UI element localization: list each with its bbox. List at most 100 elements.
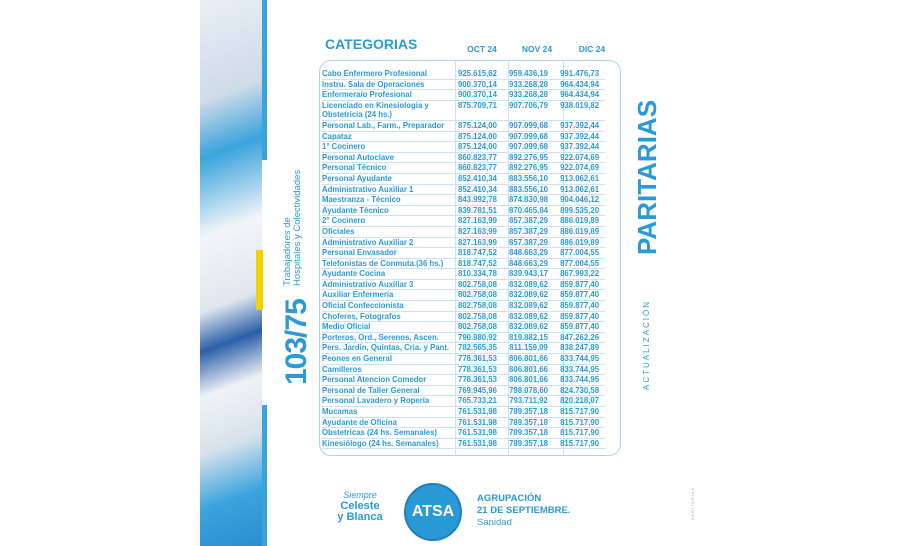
category-cell: Medio Oficial — [322, 322, 371, 332]
salary-cell: 827.163,99 — [457, 216, 497, 226]
salary-cell: 839.943,17 — [509, 269, 548, 279]
salary-cell: 886.019,89 — [560, 226, 600, 236]
salary-cell: 907.706,79 — [509, 100, 548, 110]
salary-cell: 883.556,10 — [509, 184, 548, 194]
salary-cell: 832.089,62 — [509, 301, 548, 311]
category-cell: Maestranza - Técnico — [322, 195, 401, 205]
salary-cell: 832.089,62 — [509, 279, 548, 289]
category-cell: Administrativo Auxiliar 1 — [322, 184, 414, 194]
salary-cell: 900.370,14 — [457, 79, 497, 89]
table-row: Auxiliar Enfermeria 802.758,08 832.089,62 8… — [322, 290, 606, 302]
subtitle: Trabajadores de Hospitales y Colectividad… — [282, 169, 303, 286]
salary-cell: 933.268,28 — [509, 90, 548, 100]
table-row: Ayudante Cocina 810.334,78 839.943,17 867.9… — [322, 269, 606, 280]
salary-cell: 848.663,29 — [509, 248, 548, 258]
salary-cell: 913.062,61 — [560, 173, 600, 183]
salary-cell: 913.062,61 — [560, 184, 600, 194]
salary-cell: 839.781,51 — [457, 205, 497, 215]
category-cell: Personal Autoclave — [322, 152, 394, 162]
salary-cell: 789.357,18 — [509, 438, 548, 448]
table-row: Personal Lavadero y Ropería 765.733,21 793… — [322, 396, 606, 407]
salary-cell: 833.744,95 — [560, 364, 600, 374]
salary-cell: 811.159,09 — [509, 343, 548, 353]
table-body: Cabo Enfermero Profesional 925.615,62 959.… — [322, 69, 620, 450]
category-cell: Administrativo Auxiliar 2 — [322, 237, 414, 247]
salary-cell: 899.535,20 — [560, 205, 600, 215]
salary-cell: 815.717,90 — [560, 417, 600, 427]
salary-cell: 964.434,94 — [560, 90, 600, 100]
salary-cell: 789.357,18 — [509, 428, 548, 438]
salary-cell: 925.615,62 — [457, 69, 497, 78]
salary-cell: 937.392,44 — [560, 131, 600, 141]
salary-cell: 991.476,73 — [560, 69, 600, 78]
slogan-logo: Siempre Celeste y Blanca — [337, 490, 383, 523]
table-row: Cabo Enfermero Profesional 925.615,62 959.… — [322, 69, 606, 80]
category-cell: Auxiliar Enfermeria — [322, 290, 394, 300]
salary-cell: 832.089,62 — [509, 290, 548, 300]
salary-cell: 875.709,71 — [457, 100, 497, 110]
salary-cell: 761.531,98 — [457, 417, 497, 427]
table-row: Porteros, Ord., Serenos, Ascen. 790.980,9… — [322, 332, 606, 344]
category-cell: Ayudante Cocina — [322, 269, 386, 279]
salary-cell: 815.717,90 — [560, 407, 600, 416]
category-cell: Personal Ayudante — [322, 173, 392, 183]
salary-cell: 778.361,53 — [457, 364, 497, 374]
salary-cell: 875.124,00 — [457, 120, 497, 130]
table-row: Administrativo Auxiliar 1 852.410,34 883.5… — [322, 184, 606, 196]
category-cell: Personal Lab., Farm., Preparador — [322, 120, 445, 130]
category-cell: Instru. Sala de Operaciones — [322, 79, 425, 89]
category-cell: Porteros, Ord., Serenos, Ascen. — [322, 332, 439, 342]
salary-cell: 802.758,08 — [457, 322, 497, 332]
salary-cell: 874.830,98 — [509, 195, 548, 205]
category-cell: Enfermera/o Profesional — [322, 90, 412, 100]
table-row: 1° Cocinero 875.124,00 907.099,68 937.392,4… — [322, 142, 606, 153]
salary-cell: 938.019,82 — [560, 100, 600, 110]
salary-cell: 877.004,55 — [560, 248, 600, 258]
salary-cell: 857.387,29 — [509, 237, 548, 247]
month-header: DIC 24 — [578, 44, 606, 54]
category-cell: 2° Cocinero — [322, 216, 366, 226]
salary-cell: 857.387,29 — [509, 216, 548, 226]
tiny-label: PARITARIAS — [690, 486, 695, 520]
salary-cell: 848.663,29 — [509, 258, 548, 268]
table-row: Choferes, Fotografos 802.758,08 832.089,62… — [322, 312, 606, 323]
salary-cell: 852.410,34 — [457, 184, 497, 194]
salary-cell: 860.823,77 — [457, 152, 497, 162]
table-row: Personal Ayudante 852.410,34 883.556,10 913… — [322, 173, 606, 185]
table-row: Personal Autoclave 860.823,77 892.276,95 92… — [322, 152, 606, 164]
salary-cell: 815.717,90 — [560, 428, 600, 438]
salary-cell: 883.556,10 — [509, 173, 548, 183]
table-row: Personal de Taller General 769.945,96 798.… — [322, 385, 606, 397]
main-title: PARITARIAS — [632, 99, 662, 255]
category-cell: Mucamas — [322, 407, 358, 416]
salary-cell: 765.733,21 — [457, 396, 497, 406]
table-row: Personal Técnico 860.823,77 892.276,95 922.… — [322, 163, 606, 174]
organization: AGRUPACIÓN 21 DE SEPTIEMBRE. Sanidad — [477, 493, 571, 528]
category-cell: Personal Envasador — [322, 248, 397, 258]
salary-cell: 859.877,40 — [560, 279, 600, 289]
category-cell: Oficial Confeccionista — [322, 301, 404, 311]
month-header: NOV 24 — [521, 44, 553, 54]
salary-cell: 870.465,84 — [509, 205, 548, 215]
category-cell: Obstetricas (24 hs. Semanales) — [322, 428, 438, 438]
salary-cell: 907.099,68 — [509, 142, 548, 152]
category-cell: Pers. Jardin, Quintas, Cria. y Pant. — [322, 343, 450, 353]
accent-bar — [262, 0, 267, 160]
salary-cell: 892.276,95 — [509, 152, 548, 162]
salary-cell: 964.434,94 — [560, 79, 600, 89]
table-row: Ayudante de Oficina 761.531,98 789.357,18 8… — [322, 417, 606, 429]
table-row: Capataz 875.124,00 907.099,68 937.392,44 — [322, 131, 606, 143]
salary-cell: 852.410,34 — [457, 173, 497, 183]
salary-cell: 824.730,58 — [560, 385, 600, 395]
flag-photo — [200, 0, 262, 546]
salary-cell: 789.357,18 — [509, 407, 548, 416]
table-row: Medio Oficial 802.758,08 832.089,62 859.877… — [322, 322, 606, 333]
salary-cell: 832.089,62 — [509, 322, 548, 332]
table-row: Maestranza - Técnico 843.992,78 874.830,98… — [322, 195, 606, 206]
salary-cell: 857.387,29 — [509, 226, 548, 236]
salary-cell: 900.370,14 — [457, 90, 497, 100]
salary-cell: 778.361,53 — [457, 354, 497, 364]
salary-cell: 761.531,98 — [457, 428, 497, 438]
salary-cell: 843.992,78 — [457, 195, 497, 205]
salary-cell: 778.361,53 — [457, 375, 497, 385]
